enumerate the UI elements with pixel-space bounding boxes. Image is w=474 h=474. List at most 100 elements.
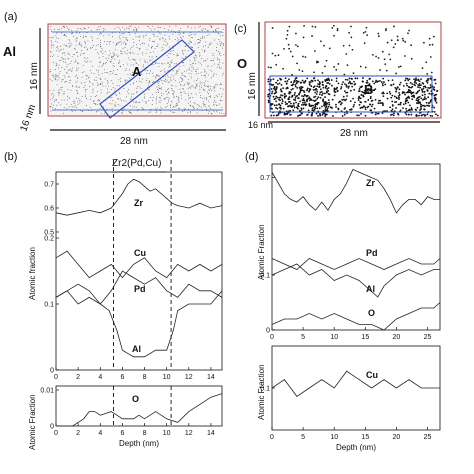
x-tick-label: 4 (98, 374, 102, 381)
x-axis-label: Depth (nm) (119, 439, 159, 448)
panel-a-dim-horizontal: 28 nm (120, 136, 148, 147)
x-tick-label: 2 (76, 374, 80, 381)
panel-a: (a) Al A 16 nm 16 nm 28 nm (3, 11, 227, 147)
axes-frame (55, 385, 223, 427)
series-line-pd (271, 258, 441, 270)
series-label-pd: Pd (134, 284, 146, 294)
series-line-al (271, 263, 440, 298)
x-tick-label: 20 (393, 434, 401, 441)
x-tick-label: 25 (424, 334, 432, 341)
x-tick-label: 12 (185, 430, 193, 437)
series-line-o (271, 302, 441, 331)
panel-d-ylabel: Atomic Fraction (257, 224, 266, 280)
panel-a-atom-cloud (49, 25, 225, 115)
y-tick-label: 0 (266, 328, 270, 335)
x-tick-label: 6 (120, 430, 124, 437)
series-label-al: Al (366, 284, 375, 294)
panel-c-box (264, 21, 442, 119)
series-line-zr (55, 178, 223, 216)
panel-d-lower-chart: 0.1 0 5 10 15 20 25 Depth (nm) Cu (260, 345, 441, 452)
x-tick-label: 8 (143, 374, 147, 381)
axes-frame (271, 345, 441, 431)
panel-c: (c) O B 16 nm 16 nm 28 nm (234, 21, 442, 139)
axes-frame (55, 171, 223, 371)
x-tick-label: 8 (143, 430, 147, 437)
panel-b: (b) Zr2(Pd,Cu) Atomic fraction Atomic Fr… (4, 151, 223, 450)
panel-b-label: (b) (4, 151, 17, 163)
panel-b-lower-ylabel: Atomic Fraction (28, 394, 37, 450)
y-tick-label: 0.6 (44, 206, 54, 213)
x-tick-label: 6 (120, 374, 124, 381)
x-tick-label: 5 (301, 334, 305, 341)
x-tick-label: 25 (424, 434, 432, 441)
panel-d-lower-ylabel: Atomic Fraction (257, 364, 266, 420)
panel-c-dim-vertical: 16 nm (247, 72, 258, 100)
panel-b-chart: 0.5 0.6 0.7 0 0.1 0.2 0 2 4 6 8 10 12 14 Zr Cu Pd Al (44, 160, 223, 381)
y-tick-label: 0 (50, 424, 54, 431)
y-tick-label: 0.1 (260, 386, 270, 393)
series-label-pd: Pd (366, 248, 378, 258)
y-tick-label: 0.01 (40, 388, 54, 395)
series-line-cu (55, 250, 223, 279)
y-tick-label: 0.7 (44, 182, 54, 189)
series-line-al (55, 290, 223, 358)
panel-c-region-label: B (364, 82, 373, 97)
x-tick-label: 10 (330, 434, 338, 441)
y-tick-label: 0.1 (44, 302, 54, 309)
x-tick-label: 0 (270, 434, 274, 441)
series-label-zr: Zr (366, 178, 375, 188)
x-tick-label: 0 (270, 334, 274, 341)
y-tick-label: 0.7 (260, 175, 270, 182)
panel-a-region-label: A (132, 64, 142, 79)
panel-a-box (47, 23, 227, 117)
x-tick-label: 10 (330, 334, 338, 341)
panel-c-element: O (237, 56, 247, 71)
panel-c-dim-depth: 16 nm (248, 120, 273, 130)
x-tick-label: 0 (54, 374, 58, 381)
series-label-al: Al (132, 344, 141, 354)
panel-d: (d) Atomic Fraction Atomic Fraction 0.70… (245, 151, 441, 452)
x-tick-label: 15 (361, 434, 369, 441)
panel-c-dim-horizontal: 28 nm (340, 128, 368, 139)
panel-a-dim-depth: 16 nm (18, 103, 38, 133)
x-tick-label: 14 (207, 374, 215, 381)
y-tick-label: 0.1 (260, 273, 270, 280)
panel-c-label: (c) (234, 23, 247, 35)
series-line-pd (55, 270, 223, 305)
series-label-o: O (132, 394, 139, 404)
series-label-o: O (368, 308, 375, 318)
x-tick-label: 0 (54, 430, 58, 437)
x-tick-label: 5 (301, 434, 305, 441)
panel-c-atom-cloud (267, 24, 439, 117)
series-label-zr: Zr (134, 198, 143, 208)
series-label-cu: Cu (134, 248, 146, 258)
series-label-cu: Cu (366, 370, 378, 380)
x-axis-label: Depth (nm) (336, 443, 376, 452)
x-tick-label: 10 (163, 430, 171, 437)
series-line-o (56, 393, 223, 427)
y-tick-label: 0.2 (44, 236, 54, 243)
panel-c-region-B (269, 75, 433, 113)
panel-d-label: (d) (245, 151, 258, 163)
panel-a-region-A (99, 39, 195, 119)
y-tick-label: 0 (50, 368, 54, 375)
x-tick-label: 10 (163, 374, 171, 381)
x-tick-label: 12 (185, 374, 193, 381)
x-tick-label: 2 (76, 430, 80, 437)
x-tick-label: 15 (361, 334, 369, 341)
panel-d-chart: 0.7 0 0.1 0 5 10 15 20 25 Zr Pd Al O (260, 163, 441, 341)
panel-b-phase-label: Zr2(Pd,Cu) (112, 158, 161, 169)
series-line-cu (271, 370, 440, 397)
panel-a-dim-vertical: 16 nm (29, 62, 40, 90)
series-line-zr (271, 168, 440, 214)
x-tick-label: 20 (393, 334, 401, 341)
y-tick-label: 0.5 (44, 230, 54, 237)
x-tick-label: 14 (207, 430, 215, 437)
x-tick-label: 4 (98, 430, 102, 437)
panel-a-label: (a) (4, 11, 17, 23)
panel-b-ylabel: Atomic fraction (28, 247, 37, 300)
axes-frame (271, 163, 441, 331)
panel-b-lower-chart: 0 0.01 0 2 4 6 8 10 12 14 Depth (nm) O (40, 385, 223, 448)
panel-a-element: Al (3, 44, 16, 59)
